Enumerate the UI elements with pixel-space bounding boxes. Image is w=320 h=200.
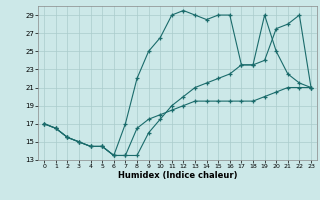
- X-axis label: Humidex (Indice chaleur): Humidex (Indice chaleur): [118, 171, 237, 180]
